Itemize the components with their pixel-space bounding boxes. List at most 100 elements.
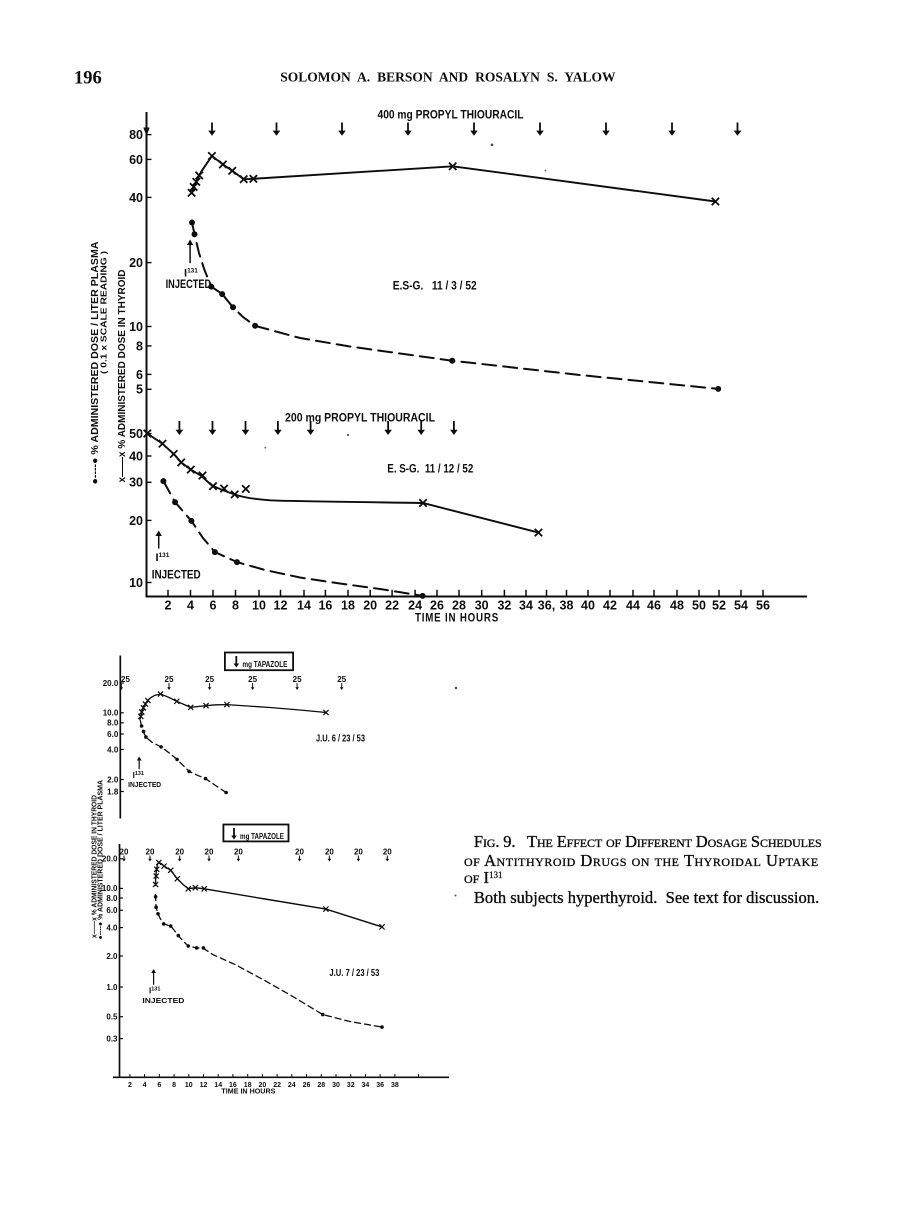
svg-text:200 mg PROPYL THIOURACIL: 200 mg PROPYL THIOURACIL [285, 411, 435, 425]
svg-text:20: 20 [363, 599, 377, 613]
svg-text:50: 50 [129, 427, 143, 441]
svg-text:6: 6 [210, 599, 217, 613]
svg-text:36,: 36, [538, 599, 555, 613]
svg-text:20: 20 [120, 848, 129, 857]
svg-text:25: 25 [337, 675, 346, 684]
svg-text:36: 36 [376, 1082, 384, 1089]
svg-text:20: 20 [383, 848, 392, 857]
svg-text:20.0: 20.0 [102, 855, 118, 864]
svg-text:26: 26 [430, 599, 444, 613]
svg-text:18: 18 [244, 1082, 252, 1089]
svg-text:30: 30 [332, 1082, 340, 1089]
svg-text:20: 20 [259, 1082, 267, 1089]
svg-text:6: 6 [136, 368, 143, 382]
svg-text:6: 6 [157, 1082, 161, 1089]
svg-text:5: 5 [136, 383, 143, 397]
svg-text:Fig. 9. The Effect of Differ: Fig. 9. The Effect of Different Dosage S… [474, 832, 822, 851]
svg-text:10: 10 [129, 576, 143, 590]
svg-text:52: 52 [712, 599, 726, 613]
svg-text:24: 24 [288, 1082, 296, 1089]
svg-text:16: 16 [318, 599, 332, 613]
svg-text:48: 48 [670, 599, 684, 613]
svg-text:4.0: 4.0 [106, 923, 118, 932]
svg-text:26: 26 [303, 1082, 311, 1089]
svg-text:8.0: 8.0 [107, 719, 119, 728]
svg-text:INJECTED: INJECTED [166, 279, 212, 291]
svg-text:32: 32 [347, 1082, 355, 1089]
svg-text:12: 12 [200, 1082, 208, 1089]
svg-text:25: 25 [248, 675, 257, 684]
svg-text:0.3: 0.3 [106, 1034, 118, 1043]
svg-text:2: 2 [165, 599, 172, 613]
svg-text:●----● % ADMINISTERED DOSE / L: ●----● % ADMINISTERED DOSE / LITER PLASM… [90, 242, 101, 485]
svg-text:12: 12 [274, 599, 288, 613]
svg-text:2.0: 2.0 [106, 952, 118, 961]
svg-text:28: 28 [317, 1082, 325, 1089]
svg-text:46: 46 [647, 599, 661, 613]
svg-text:x——x % ADMINISTERED DOSE IN TH: x——x % ADMINISTERED DOSE IN THYROID [117, 270, 128, 483]
svg-text:I131: I131 [133, 771, 144, 780]
svg-text:8: 8 [172, 1082, 176, 1089]
svg-text:80: 80 [129, 128, 143, 142]
svg-text:30: 30 [475, 599, 489, 613]
svg-text:196: 196 [74, 69, 102, 89]
svg-text:10: 10 [129, 320, 143, 334]
svg-text:mg TAPAZOLE: mg TAPAZOLE [240, 832, 285, 841]
svg-text:34: 34 [362, 1082, 370, 1089]
svg-text:44: 44 [626, 599, 640, 613]
svg-text:400 mg PROPYL THIOURACIL: 400 mg PROPYL THIOURACIL [378, 108, 524, 122]
svg-text:mg TAPAZOLE: mg TAPAZOLE [242, 660, 288, 669]
svg-text:10.0: 10.0 [103, 709, 119, 718]
svg-text:INJECTED: INJECTED [152, 570, 201, 582]
svg-text:4: 4 [143, 1082, 147, 1089]
svg-text:20: 20 [129, 256, 143, 270]
svg-text:2: 2 [128, 1082, 132, 1089]
svg-text:20: 20 [325, 848, 334, 857]
svg-text:SOLOMON A. BERSON AND ROSALYN: SOLOMON A. BERSON AND ROSALYN S. YALOW [280, 70, 616, 85]
svg-text:( 0.1 x SCALE READING ): ( 0.1 x SCALE READING ) [99, 251, 109, 374]
svg-text:54: 54 [734, 599, 748, 613]
svg-text:J.U. 7 / 23 / 53: J.U. 7 / 23 / 53 [329, 967, 379, 979]
svg-text:32: 32 [497, 599, 511, 613]
svg-text:10.0: 10.0 [102, 884, 118, 893]
svg-text:22: 22 [385, 599, 399, 613]
svg-text:40: 40 [129, 191, 143, 205]
svg-text:20: 20 [175, 848, 184, 857]
svg-text:TIME IN HOURS: TIME IN HOURS [221, 1089, 275, 1096]
svg-text:60: 60 [129, 153, 143, 167]
svg-text:8: 8 [136, 339, 143, 353]
svg-text:E.S-G. 11 / 3 / 52: E.S-G. 11 / 3 / 52 [393, 279, 477, 293]
svg-text:4.0: 4.0 [107, 745, 119, 754]
svg-text:20: 20 [234, 848, 243, 857]
svg-text:20.0: 20.0 [103, 679, 119, 688]
svg-text:8: 8 [232, 599, 239, 613]
svg-text:25: 25 [121, 675, 130, 684]
svg-text:Both subjects hyperthyroid. S: Both subjects hyperthyroid. See text for… [474, 888, 819, 907]
svg-text:●----● % ADMINISTERED DOSE / L: ●----● % ADMINISTERED DOSE / LITER PLASM… [98, 780, 105, 940]
svg-text:I131: I131 [149, 987, 160, 996]
svg-text:14: 14 [214, 1082, 222, 1089]
svg-text:14: 14 [297, 599, 311, 613]
svg-text:10: 10 [252, 599, 266, 613]
svg-text:28: 28 [452, 599, 466, 613]
svg-text:1.8: 1.8 [107, 787, 119, 796]
svg-text:20: 20 [295, 848, 304, 857]
svg-text:50: 50 [692, 599, 706, 613]
svg-text:INJECTED: INJECTED [142, 998, 184, 1005]
svg-text:22: 22 [273, 1082, 281, 1089]
svg-text:25: 25 [293, 675, 302, 684]
svg-text:56: 56 [756, 599, 770, 613]
svg-text:TIME IN HOURS: TIME IN HOURS [415, 611, 499, 625]
svg-text:x——x % ADMINISTERED DOSE IN TH: x——x % ADMINISTERED DOSE IN THYROID [92, 795, 99, 938]
svg-text:30: 30 [129, 476, 143, 490]
svg-text:0.5: 0.5 [106, 1013, 118, 1022]
svg-text:40: 40 [581, 599, 595, 613]
svg-text:24: 24 [408, 599, 422, 613]
svg-text:2.0: 2.0 [107, 775, 119, 784]
svg-text:40: 40 [129, 449, 143, 463]
svg-text:6.0: 6.0 [106, 906, 118, 915]
svg-text:6.0: 6.0 [107, 730, 119, 739]
svg-text:38: 38 [560, 599, 574, 613]
svg-text:of Antithyroid Drugs on the Th: of Antithyroid Drugs on the Thyroidal Up… [464, 851, 818, 870]
svg-text:25: 25 [205, 675, 214, 684]
